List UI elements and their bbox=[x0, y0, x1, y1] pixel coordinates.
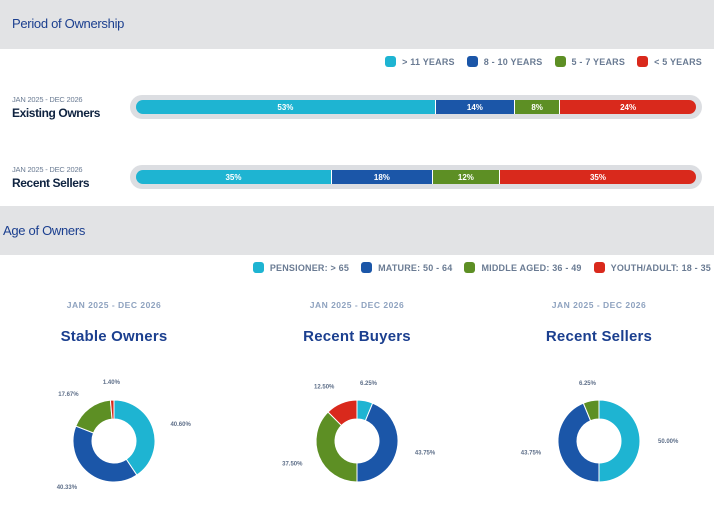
donut-data-label: 40.60% bbox=[170, 422, 191, 428]
recent-sellers-stacked-bar: 35% 18% 12% 35% bbox=[136, 170, 696, 184]
legend-item-under-5-years: < 5 YEARS bbox=[637, 56, 702, 67]
legend-item-8-10-years: 8 - 10 YEARS bbox=[466, 56, 543, 67]
donut-data-label: 17.67% bbox=[58, 392, 79, 398]
bar-segment-recent-sellers-1: 18% bbox=[332, 170, 433, 184]
existing-owners-stacked-bar: 53% 14% 8% 24% bbox=[136, 100, 696, 114]
recent-buyers-period: JAN 2025 - DEC 2026 bbox=[309, 300, 405, 310]
bar-segment-existing-owners-0: 53% bbox=[136, 100, 436, 114]
legend-label: MATURE: 50 - 64 bbox=[378, 262, 453, 273]
donut-slice-stable-owners-2 bbox=[75, 399, 113, 434]
legend-swatch bbox=[252, 262, 264, 273]
legend-item-youth-adult: YOUTH/ADULT: 18 - 35 bbox=[593, 262, 711, 273]
age-legend: PENSIONER: > 65 MATURE: 50 - 64 MIDDLE A… bbox=[241, 262, 711, 273]
legend-item-5-7-years: 5 - 7 YEARS bbox=[554, 56, 626, 67]
period-section-title: Period of Ownership bbox=[12, 16, 125, 31]
legend-item-pensioner: PENSIONER: > 65 bbox=[252, 262, 350, 273]
donut-slice-recent-buyers-2 bbox=[315, 411, 358, 483]
donut-data-label: 6.25% bbox=[579, 381, 597, 387]
existing-owners-bar-track: 53% 14% 8% 24% bbox=[130, 95, 702, 119]
donut-data-label: 43.75% bbox=[521, 451, 542, 457]
bar-segment-existing-owners-2: 8% bbox=[514, 100, 561, 114]
age-section-header bbox=[0, 206, 714, 255]
existing-owners-period: JAN 2025 - DEC 2026 bbox=[12, 95, 83, 104]
recent-sellers-bar-track: 35% 18% 12% 35% bbox=[130, 165, 702, 189]
donut-data-label: 40.33% bbox=[57, 485, 78, 491]
recent-sellers-period-donut: JAN 2025 - DEC 2026 bbox=[551, 300, 647, 310]
legend-label: 8 - 10 YEARS bbox=[483, 56, 543, 67]
bar-segment-existing-owners-1: 14% bbox=[435, 100, 515, 114]
period-legend: > 11 YEARS 8 - 10 YEARS 5 - 7 YEARS < 5 … bbox=[373, 56, 702, 67]
donut-data-label: 12.50% bbox=[314, 384, 335, 390]
bar-segment-recent-sellers-3: 35% bbox=[499, 170, 696, 184]
age-section-title: Age of Owners bbox=[3, 223, 86, 238]
stable-owners-title: Stable Owners bbox=[60, 328, 168, 345]
legend-label: > 11 YEARS bbox=[402, 56, 455, 67]
donut-slice-recent-buyers-1 bbox=[356, 402, 399, 483]
donut-data-label: 6.25% bbox=[360, 381, 378, 387]
donut-slice-stable-owners-3 bbox=[109, 399, 115, 420]
donut-slice-recent-sellers-0 bbox=[598, 399, 641, 483]
bar-segment-recent-sellers-0: 35% bbox=[136, 170, 332, 184]
legend-item-11-plus-years: > 11 YEARS bbox=[385, 56, 455, 67]
legend-item-middle-aged: MIDDLE AGED: 36 - 49 bbox=[464, 262, 581, 273]
legend-swatch bbox=[464, 262, 476, 273]
donut-data-label: 50.00% bbox=[658, 439, 679, 445]
legend-label: 5 - 7 YEARS bbox=[571, 56, 626, 67]
legend-item-mature: MATURE: 50 - 64 bbox=[361, 262, 452, 273]
legend-label: PENSIONER: > 65 bbox=[269, 262, 350, 273]
legend-swatch bbox=[385, 56, 397, 67]
donut-slice-stable-owners-0 bbox=[113, 399, 156, 476]
legend-swatch bbox=[593, 262, 605, 273]
legend-label: YOUTH/ADULT: 18 - 35 bbox=[610, 262, 711, 273]
period-section-header bbox=[0, 0, 714, 49]
existing-owners-label: Existing Owners bbox=[12, 106, 101, 120]
bar-segment-recent-sellers-2: 12% bbox=[432, 170, 500, 184]
donut-slice-recent-sellers-1 bbox=[557, 402, 600, 483]
legend-swatch bbox=[466, 56, 478, 67]
bar-segment-existing-owners-3: 24% bbox=[560, 100, 696, 114]
donut-slice-recent-sellers-2 bbox=[582, 399, 600, 422]
legend-swatch bbox=[637, 56, 649, 67]
legend-label: MIDDLE AGED: 36 - 49 bbox=[481, 262, 582, 273]
recent-sellers-period: JAN 2025 - DEC 2026 bbox=[12, 165, 83, 174]
donut-data-label: 43.75% bbox=[415, 451, 436, 457]
donut-data-label: 37.50% bbox=[282, 462, 303, 468]
legend-swatch bbox=[361, 262, 373, 273]
legend-swatch bbox=[554, 56, 566, 67]
donut-data-label: 1.40% bbox=[103, 380, 121, 386]
recent-sellers-title: Recent Sellers bbox=[545, 328, 653, 345]
recent-sellers-label: Recent Sellers bbox=[12, 176, 90, 190]
recent-buyers-title: Recent Buyers bbox=[303, 328, 411, 345]
legend-label: < 5 YEARS bbox=[654, 56, 702, 67]
donut-slice-recent-buyers-3 bbox=[327, 399, 358, 427]
donut-slice-stable-owners-1 bbox=[72, 425, 138, 483]
stable-owners-period: JAN 2025 - DEC 2026 bbox=[66, 300, 162, 310]
